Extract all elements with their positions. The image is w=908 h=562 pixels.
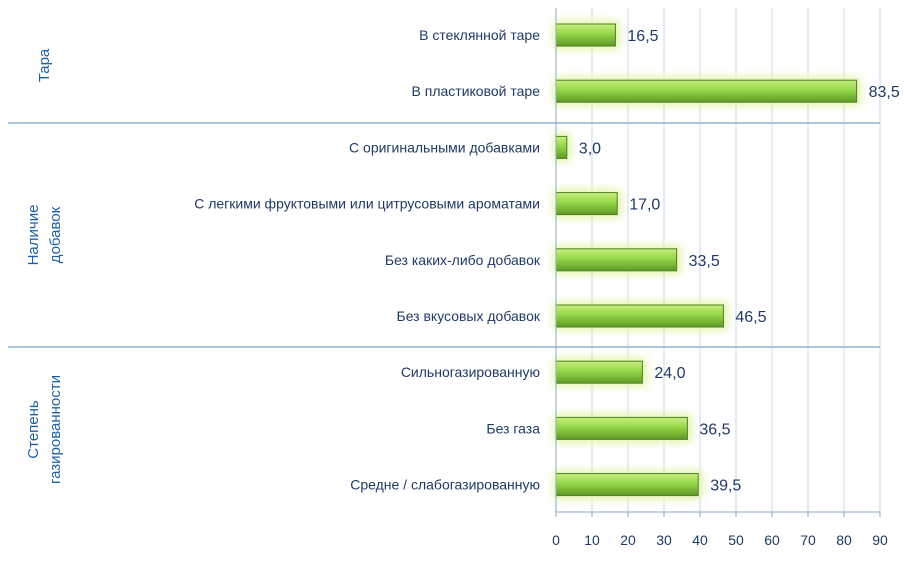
bar: [555, 304, 724, 328]
bar: [555, 416, 688, 440]
group-label: Наличие добавок: [25, 205, 64, 266]
group-label-line: Тара: [36, 48, 53, 82]
x-tick-label: 10: [584, 532, 600, 548]
bar: [555, 135, 568, 159]
data-label: 3,0: [579, 140, 601, 157]
x-tick-label: 30: [656, 532, 672, 548]
data-label: 83,5: [869, 84, 900, 101]
data-label: 46,5: [735, 309, 766, 326]
bar: [555, 248, 678, 272]
category-label: Без каких-либо добавок: [385, 252, 541, 268]
category-label: Сильногазированную: [401, 364, 540, 380]
x-tick-label: 60: [764, 532, 780, 548]
category-label: В пластиковой таре: [412, 83, 541, 99]
bar-layer: В стеклянной таре 16,5 В пластиковой таре 8…: [194, 20, 900, 500]
group-layer: Тара Наличие добавок Степень газированности: [8, 48, 880, 484]
category-label: Без газа: [486, 420, 540, 436]
category-label: С легкими фруктовыми или цитрусовыми аро…: [194, 196, 540, 212]
group-label-line: газированности: [47, 375, 64, 484]
group-label: Степень газированности: [25, 375, 64, 484]
data-label: 33,5: [689, 253, 720, 270]
category-label: Средне / слабогазированную: [350, 477, 540, 493]
data-label: 17,0: [629, 197, 660, 214]
bar: [555, 473, 699, 497]
group-label-line: Наличие: [25, 205, 42, 266]
bar: [555, 360, 643, 384]
group-label-line: добавок: [47, 206, 64, 263]
data-label: 36,5: [699, 421, 730, 438]
axis-layer: 0 10 20 30 40 50 60 70 80 90: [552, 8, 888, 548]
category-label: В стеклянной таре: [419, 27, 540, 43]
bar: [555, 192, 618, 216]
x-tick-label: 40: [692, 532, 708, 548]
group-label: Тара: [36, 48, 53, 82]
data-label: 39,5: [710, 478, 741, 495]
x-tick-label: 0: [552, 532, 560, 548]
data-label: 24,0: [654, 365, 685, 382]
category-label: Без вкусовых добавок: [397, 308, 541, 324]
category-label: С оригинальными добавками: [349, 139, 540, 155]
x-tick-label: 90: [872, 532, 888, 548]
bar: [555, 79, 858, 103]
x-tick-label: 80: [836, 532, 852, 548]
x-tick-label: 20: [620, 532, 636, 548]
x-tick-label: 50: [728, 532, 744, 548]
x-tick-label: 70: [800, 532, 816, 548]
bar: [555, 23, 616, 47]
data-label: 16,5: [627, 28, 658, 45]
group-label-line: Степень: [25, 400, 42, 459]
